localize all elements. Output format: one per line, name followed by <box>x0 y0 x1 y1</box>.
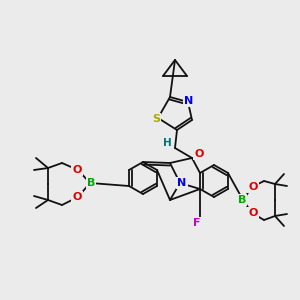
Text: N: N <box>177 178 187 188</box>
Text: B: B <box>87 178 95 188</box>
Text: F: F <box>193 218 201 228</box>
Text: O: O <box>72 165 82 175</box>
Text: O: O <box>194 149 204 159</box>
Text: O: O <box>248 182 258 192</box>
Text: O: O <box>248 208 258 218</box>
Text: S: S <box>152 114 160 124</box>
Text: B: B <box>238 195 246 205</box>
Text: H: H <box>163 138 171 148</box>
Text: N: N <box>184 96 194 106</box>
Text: O: O <box>72 192 82 202</box>
